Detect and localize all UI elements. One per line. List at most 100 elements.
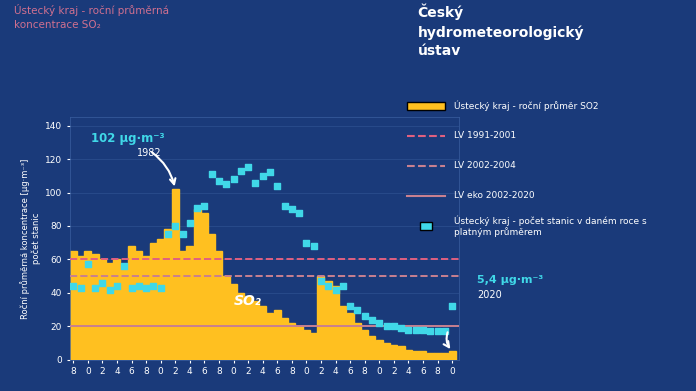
Point (345, 303, 356, 309)
Point (447, 303, 458, 309)
Point (119, 263, 130, 269)
Point (425, 328, 436, 334)
Text: LV 2002-2004: LV 2002-2004 (454, 161, 516, 170)
Point (359, 313, 370, 319)
Point (250, 179, 261, 186)
Point (184, 219, 196, 226)
Text: Ústecký kraj - roční průměrná
koncentrace SO₂: Ústecký kraj - roční průměrná koncentrac… (14, 4, 169, 30)
Point (323, 283, 334, 289)
Bar (354, 323, 361, 360)
Bar (449, 352, 456, 360)
Point (388, 323, 400, 329)
Point (315, 278, 326, 284)
Bar (325, 281, 332, 360)
Point (403, 326, 414, 333)
Text: LV eko 2002-2020: LV eko 2002-2020 (454, 191, 535, 201)
Point (191, 204, 203, 211)
Bar (179, 251, 186, 360)
Bar (128, 246, 135, 360)
Point (177, 231, 188, 237)
Point (257, 173, 268, 179)
Text: Ústecký kraj - roční průměr SO2: Ústecký kraj - roční průměr SO2 (454, 100, 599, 111)
Bar (77, 256, 84, 360)
Point (338, 283, 349, 289)
Text: 102 μg·m⁻³: 102 μg·m⁻³ (91, 133, 165, 145)
Bar (412, 352, 419, 360)
Point (286, 206, 297, 212)
Bar (303, 330, 310, 360)
Bar (368, 336, 375, 360)
Bar (420, 352, 427, 360)
Point (418, 326, 429, 333)
Bar (164, 229, 171, 360)
Bar (252, 301, 259, 360)
Bar (317, 276, 324, 360)
Bar (383, 343, 390, 360)
Bar (405, 350, 412, 360)
Point (366, 316, 377, 323)
Point (75, 285, 86, 291)
Bar (216, 251, 223, 360)
Point (330, 286, 341, 292)
Point (439, 328, 450, 334)
Bar (237, 293, 244, 360)
Bar (201, 213, 208, 360)
Bar (84, 251, 91, 360)
Bar (150, 243, 157, 360)
Bar (143, 256, 150, 360)
Point (374, 320, 385, 326)
Bar (390, 345, 397, 360)
Text: Ústecký kraj - počet stanic v daném roce s
platným průměrem: Ústecký kraj - počet stanic v daném roce… (454, 215, 647, 237)
Point (82, 261, 93, 267)
Point (294, 210, 305, 216)
Bar (434, 353, 441, 360)
Bar (427, 353, 434, 360)
Point (97, 280, 108, 286)
Point (68, 283, 79, 289)
Point (162, 231, 173, 237)
Text: LV 1991-2001: LV 1991-2001 (454, 131, 516, 140)
Point (242, 164, 253, 170)
Text: SO₂: SO₂ (234, 294, 262, 308)
Point (170, 223, 181, 229)
Bar (208, 234, 215, 360)
Bar (99, 259, 106, 360)
Point (199, 203, 210, 209)
Point (271, 183, 283, 189)
Point (214, 178, 225, 184)
Bar (193, 209, 200, 360)
Bar (361, 330, 368, 360)
Point (279, 203, 290, 209)
Point (395, 325, 406, 331)
Point (141, 285, 152, 291)
Point (221, 181, 232, 187)
Text: Český
hydrometeorologický
ústav: Český hydrometeorologický ústav (418, 4, 584, 58)
Bar (340, 306, 346, 360)
Bar (288, 323, 295, 360)
Point (104, 286, 116, 292)
Bar (223, 276, 230, 360)
Text: 1982: 1982 (137, 148, 162, 158)
Y-axis label: Roční průměrná koncentrace [μg·m⁻³]
počet stanic: Roční průměrná koncentrace [μg·m⁻³] poče… (19, 158, 40, 319)
Point (206, 171, 217, 177)
Bar (347, 313, 354, 360)
Bar (70, 251, 77, 360)
Bar (106, 263, 113, 360)
Bar (244, 296, 251, 360)
Point (351, 307, 363, 313)
Point (301, 240, 312, 246)
Bar (92, 255, 99, 360)
Bar (397, 346, 404, 360)
Bar (296, 326, 303, 360)
Bar (172, 189, 179, 360)
Bar (121, 268, 127, 360)
Point (410, 326, 421, 333)
Bar (230, 285, 237, 360)
Bar (157, 239, 164, 360)
Point (155, 285, 166, 291)
Point (235, 168, 246, 174)
Bar (187, 246, 193, 360)
Bar (281, 318, 288, 360)
Point (228, 176, 239, 182)
Text: 5,4 μg·m⁻³: 5,4 μg·m⁻³ (477, 274, 543, 285)
